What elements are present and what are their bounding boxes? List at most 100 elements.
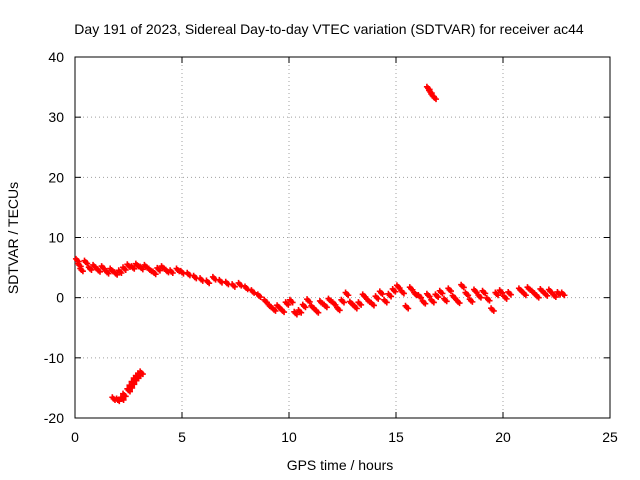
data-point — [81, 257, 91, 267]
data-point — [483, 294, 493, 304]
data-point — [359, 291, 369, 301]
data-point — [393, 282, 403, 292]
data-point — [137, 263, 146, 273]
data-point — [470, 286, 480, 296]
data-point — [351, 302, 360, 312]
data-point — [216, 276, 226, 286]
data-point — [479, 287, 489, 297]
data-point — [282, 299, 292, 308]
data-point — [265, 301, 275, 311]
y-tick-label: 10 — [48, 230, 64, 246]
data-point — [436, 287, 446, 297]
data-point — [261, 296, 270, 306]
data-point — [177, 267, 187, 277]
data-points — [72, 83, 568, 405]
data-point — [496, 287, 506, 296]
y-tick-label: -20 — [44, 410, 64, 426]
data-point — [458, 281, 467, 291]
data-point — [235, 279, 245, 289]
data-point — [242, 283, 251, 293]
data-point — [229, 281, 238, 290]
data-point — [325, 295, 335, 305]
data-point — [492, 289, 502, 299]
data-point — [190, 272, 200, 282]
data-point — [329, 299, 339, 308]
data-point — [124, 385, 133, 395]
chart-title: Day 191 of 2023, Sidereal Day-to-day VTE… — [74, 21, 584, 37]
x-tick-label: 5 — [178, 429, 186, 445]
data-point — [197, 275, 206, 284]
data-point — [528, 287, 538, 297]
data-point — [312, 307, 322, 316]
data-point — [475, 291, 484, 301]
data-point — [308, 302, 318, 312]
data-point — [135, 370, 144, 379]
data-point — [154, 264, 163, 274]
data-point — [94, 266, 104, 275]
data-point — [102, 267, 112, 277]
data-point — [334, 304, 343, 314]
data-point — [141, 261, 151, 271]
data-point — [107, 265, 116, 275]
axes: 0 5 10 15 20 25 -20 -10 0 10 20 30 40 — [44, 49, 618, 445]
data-point — [115, 267, 125, 276]
data-point — [167, 267, 176, 276]
data-point — [385, 290, 395, 300]
data-point — [209, 273, 219, 283]
data-point — [254, 291, 264, 301]
data-point — [537, 285, 547, 295]
data-point — [520, 289, 529, 299]
data-point — [128, 378, 138, 388]
data-point — [423, 290, 433, 300]
data-point — [432, 291, 442, 301]
data-point — [363, 296, 373, 305]
data-point — [368, 299, 377, 309]
data-point — [120, 264, 129, 273]
data-point — [338, 296, 347, 306]
data-point — [90, 261, 99, 271]
data-point — [98, 263, 108, 272]
data-point — [355, 299, 365, 308]
series-upper-outlier — [423, 83, 440, 103]
data-point — [558, 289, 568, 299]
data-point — [111, 269, 121, 278]
x-axis-label: GPS time / hours — [287, 457, 394, 473]
data-point — [85, 264, 95, 273]
series-main-band — [72, 255, 568, 318]
x-tick-label: 20 — [495, 429, 511, 445]
data-point — [158, 263, 168, 272]
data-point — [389, 285, 399, 295]
data-point — [126, 382, 136, 391]
data-point — [291, 308, 300, 318]
data-point — [500, 293, 510, 302]
data-point — [533, 291, 542, 301]
data-point — [428, 296, 437, 306]
data-point — [113, 395, 123, 405]
y-tick-label: -10 — [44, 350, 64, 366]
data-point — [419, 297, 429, 307]
data-point — [77, 265, 86, 275]
data-point — [445, 285, 454, 295]
data-point — [430, 93, 440, 103]
data-point — [342, 289, 352, 299]
data-point — [398, 287, 407, 297]
data-point — [402, 302, 412, 312]
data-point — [524, 284, 534, 293]
data-point — [346, 298, 356, 308]
data-point — [381, 296, 390, 306]
data-point — [299, 301, 309, 311]
data-point — [488, 305, 497, 314]
data-point — [286, 296, 296, 306]
data-point — [248, 287, 258, 296]
data-point — [449, 292, 459, 302]
data-point — [462, 289, 472, 299]
data-point — [274, 302, 283, 311]
data-point — [295, 307, 305, 316]
data-point — [372, 293, 382, 302]
grid-lines — [75, 57, 610, 418]
data-point — [222, 278, 232, 288]
data-point — [203, 277, 213, 287]
y-tick-label: 20 — [48, 169, 64, 185]
data-point — [453, 297, 463, 307]
